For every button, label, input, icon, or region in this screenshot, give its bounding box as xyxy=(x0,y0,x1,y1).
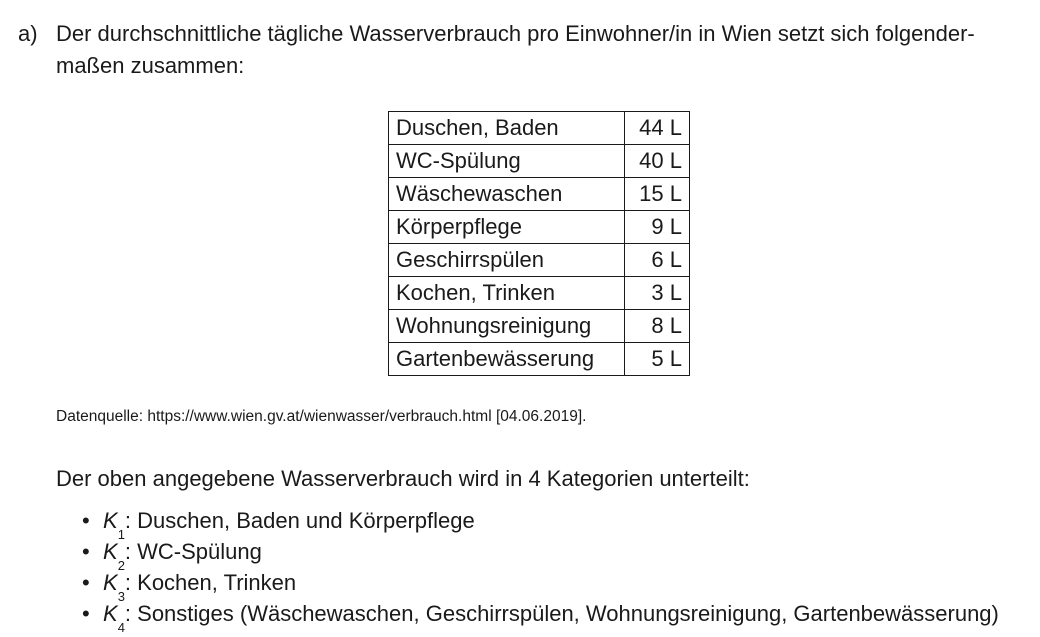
category-text: : Kochen, Trinken xyxy=(124,570,297,595)
task-intro-text: Der durchschnittliche tägliche Wasserver… xyxy=(56,21,975,78)
category-list: • K1: Duschen, Baden und Körperpflege • K2… xyxy=(56,505,999,635)
data-source-note: Datenquelle: https://www.wien.gv.at/wien… xyxy=(56,408,587,425)
table-cell-category: Duschen, Baden xyxy=(388,111,625,145)
table-row: Wohnungsreinigung 8 L xyxy=(388,309,690,343)
table-cell-category: Kochen, Trinken xyxy=(388,276,625,310)
table-cell-category: Wäschewaschen xyxy=(388,177,625,211)
bullet-icon: • xyxy=(82,570,90,595)
table-cell-category: WC-Spülung xyxy=(388,144,625,178)
category-symbol: K xyxy=(103,570,118,595)
table-cell-value: 5 L xyxy=(624,342,690,376)
bullet-icon: • xyxy=(82,601,90,626)
list-item: • K1: Duschen, Baden und Körperpflege xyxy=(56,505,999,542)
table-cell-value: 44 L xyxy=(624,111,690,145)
table-row: Duschen, Baden 44 L xyxy=(388,111,690,145)
table-cell-category: Wohnungsreinigung xyxy=(388,309,625,343)
category-text: : WC-Spülung xyxy=(124,539,262,564)
category-index: 1 xyxy=(117,527,125,543)
bullet-icon: • xyxy=(82,508,90,533)
table-row: Gartenbewässerung 5 L xyxy=(388,342,690,376)
table-cell-value: 3 L xyxy=(624,276,690,310)
category-index: 3 xyxy=(117,589,125,605)
table-row: Kochen, Trinken 3 L xyxy=(388,276,690,310)
table-cell-category: Gartenbewässerung xyxy=(388,342,625,376)
table-cell-value: 6 L xyxy=(624,243,690,277)
list-item: • K2: WC-Spülung xyxy=(56,536,999,573)
category-text: : Duschen, Baden und Körperpflege xyxy=(124,508,475,533)
list-item: • K3: Kochen, Trinken xyxy=(56,567,999,604)
table-row: Wäschewaschen 15 L xyxy=(388,177,690,211)
list-item: • K4: Sonstiges (Wäschewaschen, Geschirrs… xyxy=(56,598,999,635)
table-cell-value: 8 L xyxy=(624,309,690,343)
category-symbol: K xyxy=(103,508,118,533)
table-row: Körperpflege 9 L xyxy=(388,210,690,244)
water-usage-table: Duschen, Baden 44 L WC-Spülung 40 L Wäsc… xyxy=(388,111,690,376)
table-cell-value: 9 L xyxy=(624,210,690,244)
category-index: 2 xyxy=(117,558,125,574)
table-cell-value: 40 L xyxy=(624,144,690,178)
category-symbol: K xyxy=(103,539,118,564)
table-row: Geschirrspülen 6 L xyxy=(388,243,690,277)
bullet-icon: • xyxy=(82,539,90,564)
categories-intro-text: Der oben angegebene Wasserverbrauch wird… xyxy=(56,466,750,491)
task-label: a) xyxy=(18,21,38,46)
category-symbol: K xyxy=(103,601,118,626)
table-cell-value: 15 L xyxy=(624,177,690,211)
table-row: WC-Spülung 40 L xyxy=(388,144,690,178)
table-cell-category: Körperpflege xyxy=(388,210,625,244)
category-index: 4 xyxy=(117,620,125,636)
category-text: : Sonstiges (Wäschewaschen, Geschirrspül… xyxy=(124,601,999,626)
table-cell-category: Geschirrspülen xyxy=(388,243,625,277)
